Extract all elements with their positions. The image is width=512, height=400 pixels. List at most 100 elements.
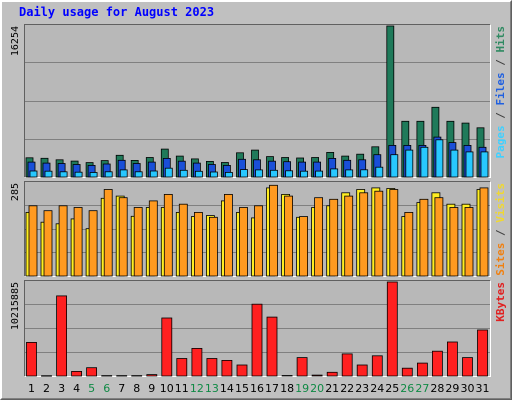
panel-visits-ymax-label: 285	[10, 183, 21, 201]
bar-sites-day-18	[284, 195, 294, 277]
bar-sites-day-22	[344, 195, 354, 277]
bar-kbytes-day-23	[356, 364, 368, 377]
x-tick-label: 23	[355, 382, 369, 395]
bar-kbytes-day-14	[221, 359, 233, 377]
panel-visits: 285 Sites / Visits	[10, 181, 507, 277]
bar-pages-day-13	[209, 171, 218, 178]
bar-pages-day-30	[465, 151, 474, 178]
bar-sites-day-25	[389, 189, 399, 277]
bar-sites-day-12	[193, 211, 203, 277]
bar-sites-day-17	[269, 184, 278, 277]
bar-sites-day-26	[404, 211, 414, 277]
x-tick-label: 18	[280, 382, 294, 395]
panel-kbytes: 10215885 KBytes	[10, 280, 507, 377]
bar-pages-day-1	[29, 170, 38, 178]
bar-sites-day-6	[103, 189, 113, 277]
bar-kbytes-day-19	[296, 357, 308, 377]
bar-pages-day-21	[330, 168, 339, 178]
x-tick-label: 19	[295, 382, 309, 395]
bar-pages-day-3	[59, 171, 68, 178]
x-tick-label: 1	[28, 382, 35, 395]
bar-kbytes-day-24	[371, 355, 383, 377]
bar-sites-day-13	[208, 216, 218, 277]
chart-panels: 16254 Pages / Files / Hits 285 Sites / Visi…	[10, 24, 507, 377]
x-tick-label: 31	[476, 382, 490, 395]
bar-pages-day-17	[270, 169, 278, 178]
bar-sites-day-20	[314, 197, 324, 277]
bar-pages-day-29	[450, 149, 459, 178]
bar-sites-day-9	[148, 200, 158, 277]
bar-sites-day-27	[419, 198, 429, 277]
x-tick-label: 27	[415, 382, 429, 395]
bar-kbytes-day-12	[191, 347, 203, 377]
x-axis-day-labels: 1 2 3 4 5 6 7 8 9 10 11 12 13 14 15 16 17 18 19 20 21 22 23 24 2…	[28, 382, 490, 395]
bar-sites-day-11	[178, 203, 188, 277]
bar-kbytes-day-13	[206, 358, 218, 377]
legend-entry: Sites	[494, 243, 507, 276]
bar-sites-day-21	[329, 198, 339, 277]
bar-kbytes-day-26	[401, 367, 413, 377]
bar-pages-day-26	[405, 149, 414, 178]
panel-visits-legend: Sites / Visits	[494, 183, 507, 276]
bar-pages-day-6	[104, 171, 113, 178]
bar-pages-day-16	[255, 169, 263, 178]
bar-pages-day-5	[89, 172, 98, 178]
bar-pages-day-14	[224, 171, 233, 178]
bar-kbytes-day-28	[431, 350, 443, 377]
bar-pages-day-31	[480, 151, 489, 178]
chart-title: Daily usage for August 2023	[19, 5, 214, 19]
bar-sites-day-14	[223, 193, 233, 277]
bar-sites-day-15	[239, 207, 248, 277]
legend-entry: KBytes	[494, 282, 507, 322]
x-tick-label: 29	[445, 382, 459, 395]
bar-kbytes-day-6	[101, 375, 113, 377]
bar-sites-day-28	[434, 197, 444, 277]
bar-pages-day-10	[164, 167, 173, 178]
x-tick-label: 5	[88, 382, 95, 395]
bar-pages-day-9	[149, 170, 158, 178]
bar-sites-day-7	[118, 197, 128, 277]
bar-pages-day-2	[44, 170, 53, 178]
bar-pages-day-18	[285, 170, 294, 178]
bar-kbytes-day-11	[176, 358, 188, 377]
bar-kbytes-day-25	[386, 281, 398, 377]
x-tick-label: 28	[430, 382, 444, 395]
panel-kbytes-ymax-label: 10215885	[10, 282, 21, 330]
bar-kbytes-day-15	[236, 364, 248, 377]
legend-entry: Pages	[494, 125, 507, 158]
bar-kbytes-day-31	[477, 329, 488, 377]
x-tick-label: 10	[160, 382, 174, 395]
bar-kbytes-day-7	[116, 375, 128, 377]
bar-kbytes-day-21	[326, 371, 338, 377]
bar-kbytes-day-29	[446, 341, 458, 377]
x-tick-label: 24	[370, 382, 384, 395]
bar-kbytes-day-5	[86, 367, 97, 377]
bar-kbytes-day-2	[41, 375, 52, 377]
bar-sites-day-3	[58, 205, 68, 277]
legend-entry: /	[494, 106, 507, 126]
x-tick-label: 8	[133, 382, 140, 395]
bar-kbytes-day-18	[281, 375, 293, 377]
x-tick-label: 6	[103, 382, 110, 395]
bar-pages-day-4	[74, 171, 83, 178]
legend-entry: /	[494, 53, 507, 73]
panel-hits-legend: Pages / Files / Hits	[494, 26, 507, 159]
bar-kbytes-day-10	[161, 317, 173, 377]
bar-kbytes-day-4	[71, 370, 82, 377]
x-tick-label: 26	[400, 382, 414, 395]
x-tick-label: 12	[190, 382, 204, 395]
bar-sites-day-2	[43, 210, 53, 277]
bar-pages-day-28	[435, 139, 444, 178]
x-tick-label: 4	[73, 382, 80, 395]
bar-kbytes-day-1	[26, 341, 37, 377]
x-tick-label: 21	[325, 382, 339, 395]
bar-pages-day-19	[300, 170, 309, 178]
bar-pages-day-8	[134, 171, 143, 178]
bar-kbytes-day-30	[462, 357, 473, 377]
bar-sites-day-5	[88, 210, 98, 277]
x-tick-label: 22	[340, 382, 354, 395]
bar-sites-day-1	[28, 205, 38, 277]
bar-sites-day-23	[359, 192, 369, 277]
bar-kbytes-day-17	[266, 316, 278, 377]
bar-sites-day-31	[479, 187, 489, 277]
